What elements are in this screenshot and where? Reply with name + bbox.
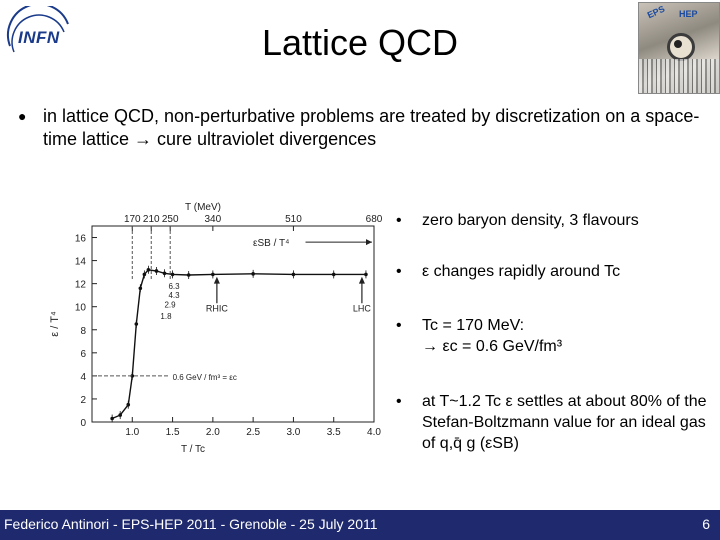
curve-label: 2.9 bbox=[164, 300, 176, 309]
y-tick-label: 0 bbox=[80, 418, 86, 429]
curve-label: 1.8 bbox=[160, 312, 172, 321]
y-tick-label: 16 bbox=[75, 234, 87, 245]
y-tick-label: 4 bbox=[80, 372, 86, 383]
x-tick-label: 3.5 bbox=[327, 427, 341, 438]
crowd-image bbox=[639, 59, 719, 93]
marker-arrowhead bbox=[213, 276, 220, 284]
y-tick-label: 14 bbox=[75, 257, 87, 268]
x-axis-label: T / Tc bbox=[181, 444, 205, 455]
plot-frame bbox=[91, 225, 375, 423]
top-tick-label: 340 bbox=[205, 214, 222, 225]
conference-label-eps: EPS bbox=[645, 3, 667, 21]
point-3-text: Tc = 170 MeV: → εc = 0.6 GeV/fm³ bbox=[422, 315, 716, 357]
energy-density-plot: 0 2 4 6 8 10 12 14 16 1.0 1.5 2.0 2.5 3.0 3.5 4.0 170 210… bbox=[44, 196, 394, 466]
y-tick-label: 2 bbox=[80, 395, 86, 406]
point-1-bullet: • bbox=[396, 212, 402, 229]
x-tick-label: 4.0 bbox=[367, 427, 381, 438]
point-1-text: zero baryon density, 3 flavours bbox=[422, 212, 639, 229]
slide-title: Lattice QCD bbox=[261, 22, 459, 63]
infn-logo: INFN bbox=[4, 2, 74, 68]
page-number: 6 bbox=[702, 516, 710, 532]
series-line bbox=[111, 269, 366, 420]
y-tick-label: 12 bbox=[75, 280, 87, 291]
bullet-dot: ● bbox=[18, 108, 27, 124]
marker-label: LHC bbox=[353, 303, 372, 313]
top-tick-label: 250 bbox=[162, 214, 179, 225]
top-tick-label: 680 bbox=[366, 214, 383, 225]
sb-limit-arrowhead bbox=[366, 239, 372, 246]
epsc-label: 0.6 GeV / fm³ = εc bbox=[173, 373, 237, 382]
top-tick-label: 210 bbox=[143, 214, 160, 225]
detector-core bbox=[674, 40, 682, 48]
conference-photo: EPS HEP bbox=[638, 2, 720, 94]
point-3-line2: → εc = 0.6 GeV/fm³ bbox=[422, 338, 563, 355]
marker-arrowhead bbox=[358, 276, 365, 284]
x-tick-label: 1.0 bbox=[125, 427, 139, 438]
detector-ring bbox=[667, 33, 695, 61]
curve-label: 4.3 bbox=[168, 291, 180, 300]
sb-limit-label: εSB / T⁴ bbox=[253, 238, 289, 249]
infn-logo-text: INFN bbox=[18, 28, 60, 47]
x-tick-label: 2.0 bbox=[206, 427, 220, 438]
chart-svg: 0 2 4 6 8 10 12 14 16 1.0 1.5 2.0 2.5 3.0 3.5 4.0 170 210… bbox=[49, 202, 383, 455]
x-tick-label: 1.5 bbox=[166, 427, 180, 438]
footer-bar: Federico Antinori - EPS-HEP 2011 - Greno… bbox=[0, 510, 720, 540]
top-axis-label: T (MeV) bbox=[185, 202, 221, 213]
x-tick-label: 3.0 bbox=[286, 427, 300, 438]
point-2-bullet: • bbox=[396, 263, 402, 280]
point-2-text: ε changes rapidly around Tc bbox=[422, 263, 621, 280]
point-4-bullet: • bbox=[396, 393, 402, 410]
y-tick-label: 6 bbox=[80, 349, 86, 360]
footer-text: Federico Antinori - EPS-HEP 2011 - Greno… bbox=[4, 516, 378, 532]
point-3-bullet: • bbox=[396, 317, 402, 334]
y-axis-label: ε / T⁴ bbox=[49, 311, 61, 337]
intro-text: in lattice QCD, non-perturbative problem… bbox=[43, 106, 700, 149]
x-tick-label: 2.5 bbox=[246, 427, 260, 438]
y-tick-label: 10 bbox=[75, 303, 87, 314]
point-3-line1: Tc = 170 MeV: bbox=[422, 317, 525, 334]
marker-label: RHIC bbox=[206, 303, 228, 313]
top-tick-label: 510 bbox=[285, 214, 302, 225]
y-tick-label: 8 bbox=[80, 326, 86, 337]
curve-label: 6.3 bbox=[168, 282, 180, 291]
point-4-text: at T~1.2 Tc ε settles at about 80% of th… bbox=[422, 393, 707, 452]
conference-label-hep: HEP bbox=[679, 9, 698, 19]
top-tick-label: 170 bbox=[124, 214, 141, 225]
infn-logo-arcs bbox=[7, 2, 69, 53]
